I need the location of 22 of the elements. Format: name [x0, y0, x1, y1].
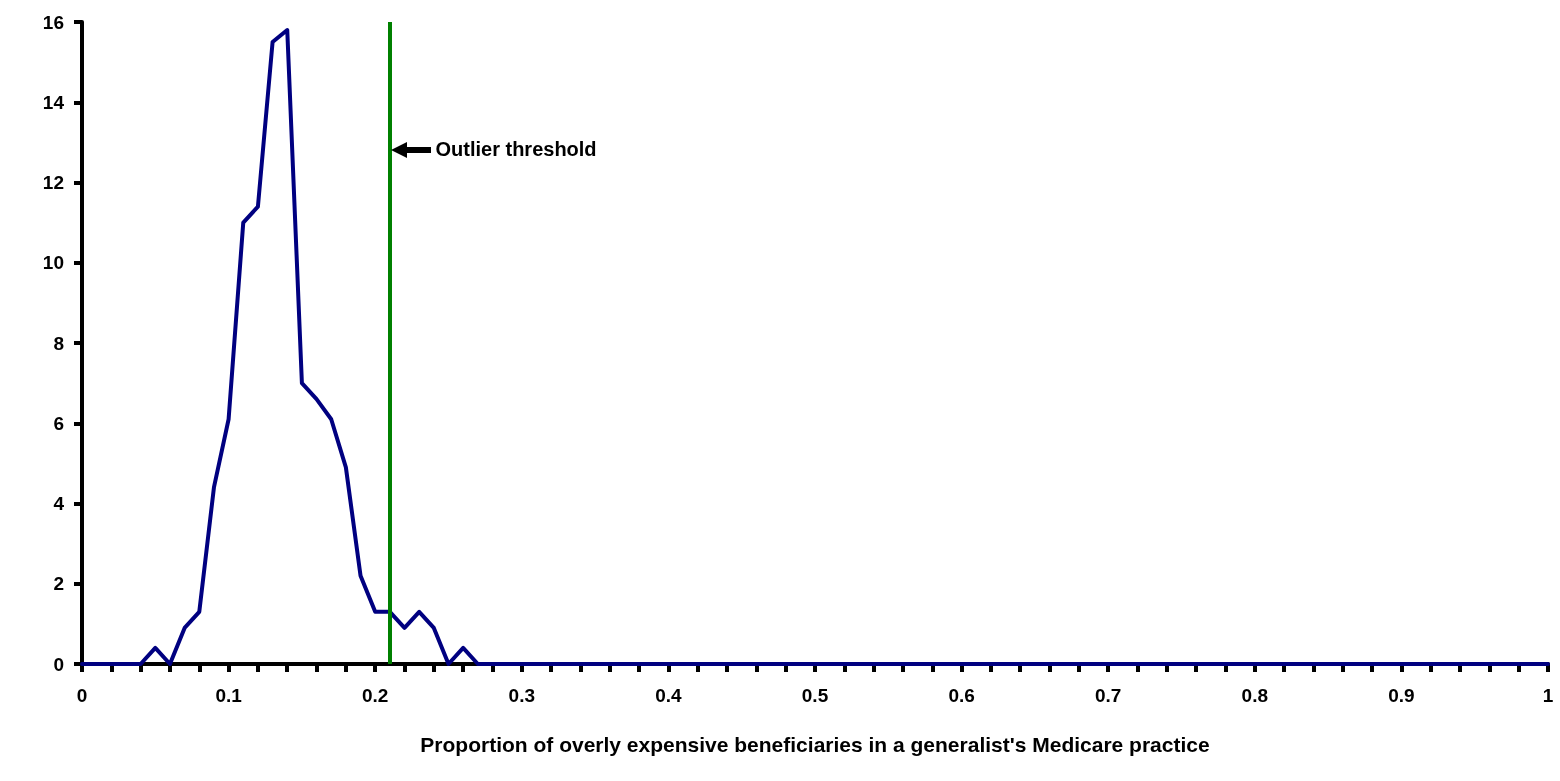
- y-tick-label: 10: [42, 252, 64, 274]
- ref-line-label: Outlier threshold: [435, 138, 597, 161]
- x-tick-label: 0.8: [1241, 685, 1269, 706]
- y-tick-label: 14: [42, 91, 65, 113]
- y-tick-label: 0: [53, 653, 64, 675]
- y-tick-label: 16: [42, 11, 64, 33]
- x-tick-label: 0.6: [948, 685, 975, 706]
- y-tick-label: 12: [42, 172, 64, 193]
- x-tick-label: 0.9: [1388, 685, 1415, 706]
- x-tick-label: 0.7: [1094, 685, 1122, 706]
- x-tick-label: 0.1: [215, 685, 243, 706]
- y-tick-label: 6: [53, 412, 64, 434]
- x-tick-label: 0.5: [801, 685, 829, 706]
- x-tick-label: 1: [1542, 685, 1554, 706]
- x-tick-label: 0.2: [361, 685, 389, 706]
- x-tick-label: 0.4: [655, 685, 683, 706]
- x-tick-label: 0: [76, 685, 88, 706]
- x-axis-title: Proportion of overly expensive beneficiaries in a generalist's Medicare practice: [420, 733, 1210, 756]
- y-tick-label: 4: [53, 493, 65, 514]
- x-tick-label: 0.3: [508, 685, 536, 706]
- y-tick-label: 2: [53, 573, 64, 595]
- y-tick-label: 8: [53, 332, 64, 354]
